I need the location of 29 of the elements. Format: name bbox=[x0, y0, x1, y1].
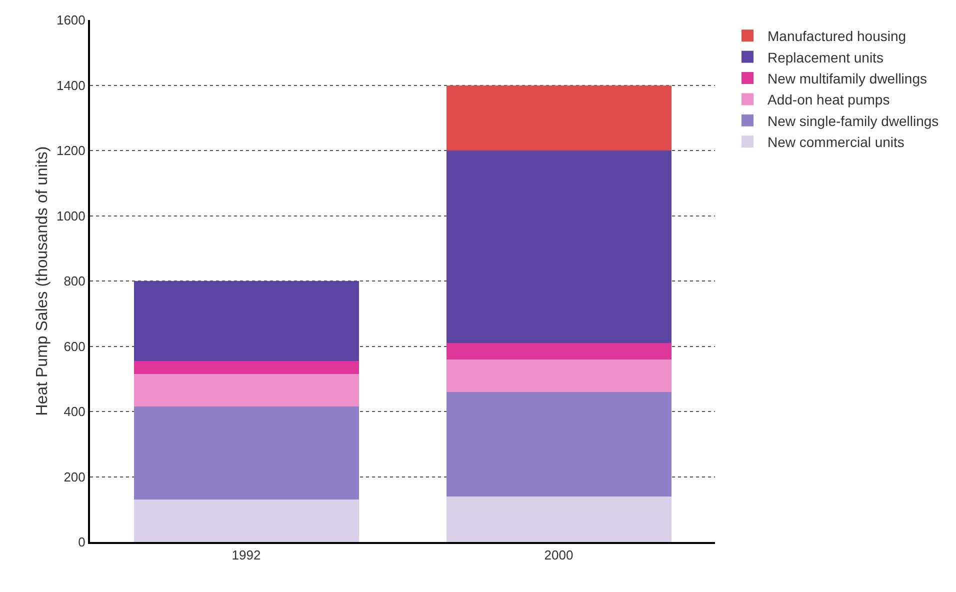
bar bbox=[446, 496, 672, 542]
legend-label: New multifamily dwellings bbox=[768, 70, 927, 86]
bar bbox=[134, 360, 359, 374]
legend-label: Replacement units bbox=[768, 49, 884, 66]
bar bbox=[446, 392, 672, 496]
y-tick-label: 800 bbox=[64, 274, 86, 289]
x-tick-label: 2000 bbox=[544, 548, 574, 563]
bar bbox=[134, 500, 359, 542]
legend-label: Manufactured housing bbox=[768, 28, 906, 44]
y-tick-label: 1000 bbox=[56, 208, 86, 224]
y-tick-label: 0 bbox=[78, 534, 86, 550]
y-axis-title: Heat Pump Sales (thousands of units) bbox=[34, 146, 51, 416]
bar bbox=[446, 359, 672, 392]
bar bbox=[134, 406, 359, 500]
y-tick-label: 600 bbox=[64, 338, 86, 354]
legend-label: New commercial units bbox=[768, 134, 904, 150]
y-tick-label: 1400 bbox=[56, 78, 86, 93]
bar bbox=[134, 374, 359, 407]
legend-label: New single-family dwellings bbox=[768, 112, 939, 129]
bar bbox=[446, 150, 672, 343]
bar bbox=[446, 85, 672, 150]
bar bbox=[134, 281, 359, 361]
y-tick-label: 1200 bbox=[56, 143, 86, 158]
y-tick-label: 1600 bbox=[56, 12, 86, 28]
legend-label: Add-on heat pumps bbox=[768, 92, 890, 108]
bar bbox=[446, 342, 672, 360]
x-tick-label: 1992 bbox=[232, 548, 261, 563]
y-tick-label: 400 bbox=[64, 404, 86, 420]
y-tick-label: 200 bbox=[64, 469, 86, 484]
